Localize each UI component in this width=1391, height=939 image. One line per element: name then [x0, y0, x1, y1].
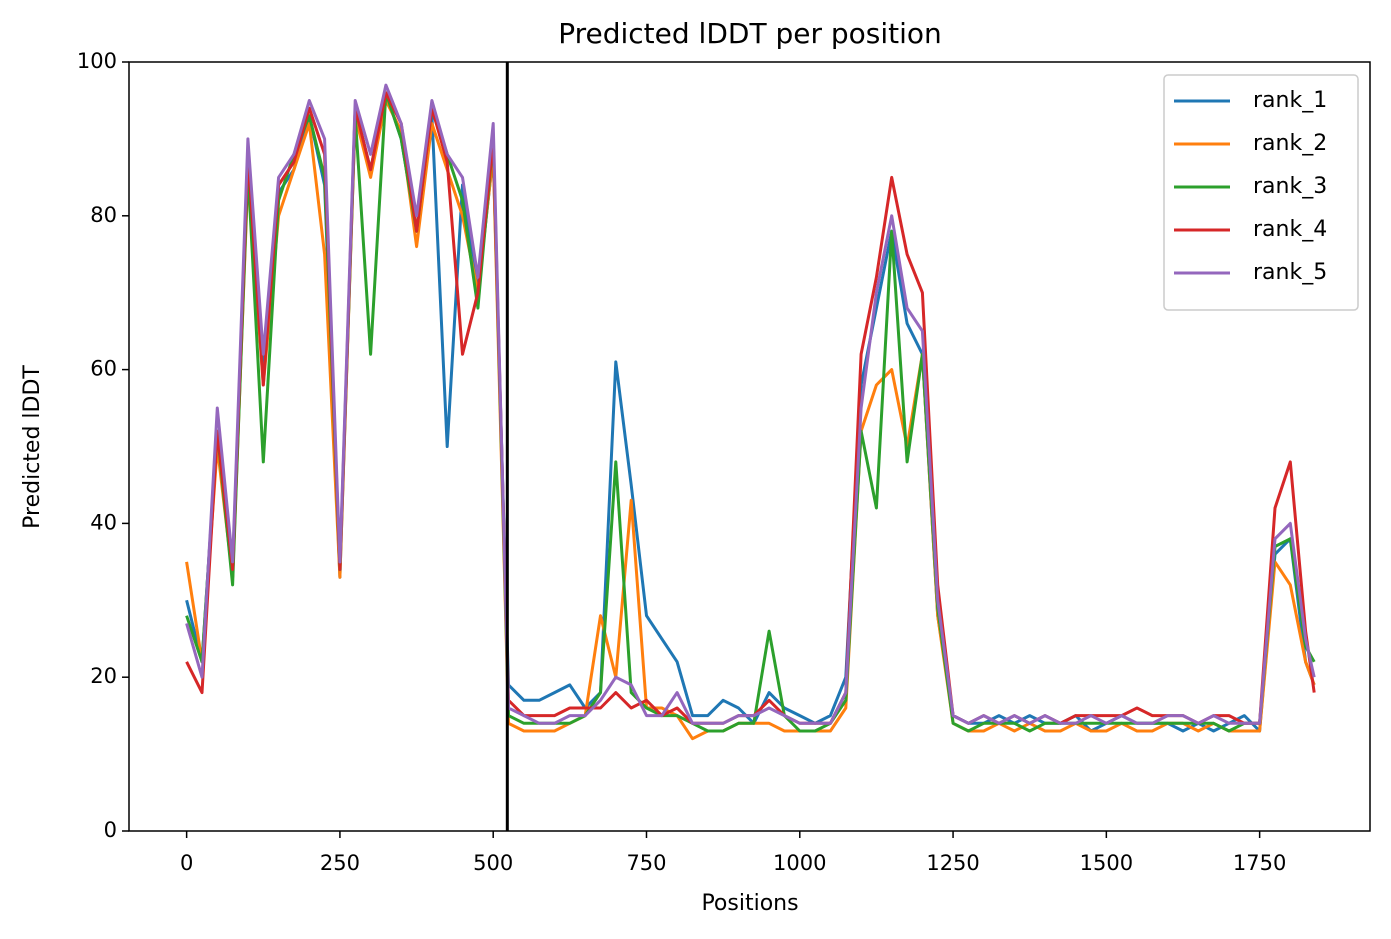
- x-tick-label: 500: [473, 851, 513, 875]
- x-tick-label: 750: [626, 851, 666, 875]
- x-tick-label: 1000: [773, 851, 826, 875]
- series-line: [185, 83, 1316, 725]
- x-tick-label: 250: [320, 851, 360, 875]
- y-tick-label: 100: [77, 49, 117, 73]
- y-tick-label: 60: [90, 357, 117, 381]
- legend-label: rank_2: [1253, 131, 1327, 156]
- y-tick-label: 20: [90, 664, 117, 688]
- x-tick-label: 1500: [1080, 851, 1133, 875]
- y-tick-label: 80: [90, 203, 117, 227]
- legend-box: [1163, 74, 1359, 311]
- legend-label: rank_5: [1253, 260, 1327, 285]
- series-line: [185, 91, 1316, 733]
- plot-frame: [128, 61, 1371, 832]
- x-axis-label: Positions: [701, 891, 798, 916]
- chart-title: Predicted lDDT per position: [558, 17, 942, 50]
- series-line: [185, 91, 1316, 725]
- legend-label: rank_3: [1253, 174, 1327, 199]
- x-tick-label: 0: [180, 851, 193, 875]
- y-tick-label: 40: [90, 510, 117, 534]
- series-line: [185, 99, 1316, 741]
- plot-lines: [185, 62, 1316, 831]
- y-axis-label: Predicted lDDT: [20, 365, 45, 529]
- legend-label: rank_1: [1253, 88, 1327, 113]
- y-tick-label: 0: [104, 818, 117, 842]
- x-tick-label: 1250: [926, 851, 979, 875]
- legend-label: rank_4: [1253, 217, 1327, 242]
- x-tick-label: 1750: [1233, 851, 1286, 875]
- series-line: [185, 91, 1316, 733]
